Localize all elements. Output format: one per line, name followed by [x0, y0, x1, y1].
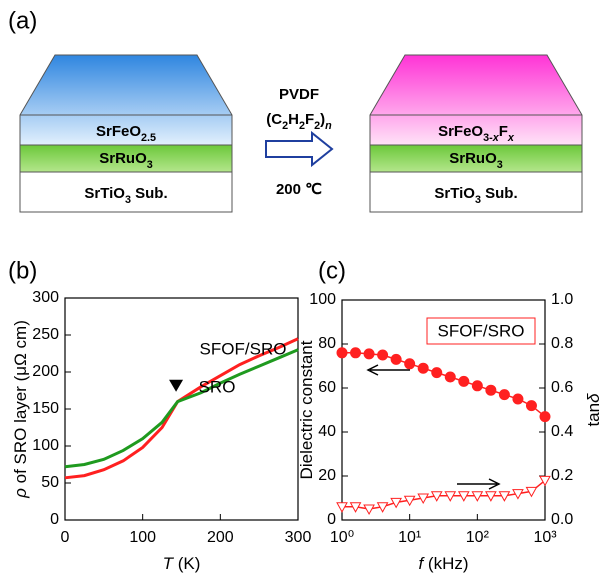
- panel-label: (b): [8, 257, 37, 284]
- y-tick-label: 80: [318, 335, 336, 352]
- y-tick-label: 40: [318, 423, 336, 440]
- data-point: [364, 505, 374, 514]
- y-axis-label: ρ of SRO layer (μΩ cm): [11, 320, 30, 499]
- process-arrow: [266, 133, 332, 165]
- figure: (a)(b)(c)SrFeO2.5SrRuO3SrTiO3 Sub.SrFeO3…: [0, 0, 608, 575]
- y2-tick-label: 0.2: [551, 467, 573, 484]
- text-part: (K): [173, 554, 200, 573]
- data-point: [486, 385, 496, 395]
- y-tick-label: 250: [32, 326, 59, 343]
- text-part: x: [507, 132, 515, 144]
- data-point: [540, 412, 550, 422]
- text-part: Sub.: [481, 185, 518, 202]
- y-tick-label: 0: [50, 511, 59, 528]
- text-part: Dielectric constant: [297, 340, 316, 479]
- y-tick-label: 60: [318, 379, 336, 396]
- panel-label: (c): [318, 257, 346, 284]
- transition-marker: [169, 380, 183, 392]
- data-point: [526, 401, 536, 411]
- x-tick-label: 10³: [533, 529, 557, 546]
- text-part: n: [325, 120, 332, 132]
- text-part: 3: [147, 159, 153, 171]
- y2-tick-label: 0.6: [551, 379, 573, 396]
- x-axis-label: T (K): [163, 554, 201, 573]
- data-point: [432, 368, 442, 378]
- x-tick-label: 10²: [466, 529, 490, 546]
- y-tick-label: 100: [309, 291, 336, 308]
- text-part: δ: [584, 393, 603, 403]
- legend-label: SFOF/SRO: [438, 321, 525, 340]
- x-axis-label: f (kHz): [418, 554, 468, 573]
- text-part: SrTiO: [434, 185, 475, 202]
- series-line: [65, 350, 298, 467]
- text-part: SrFeO: [96, 123, 141, 140]
- text-part: SrTiO: [84, 185, 125, 202]
- text-part: 2.5: [141, 132, 156, 144]
- y-tick-label: 20: [318, 467, 336, 484]
- text-part: (kHz): [423, 554, 468, 573]
- x-tick-label: 10⁰: [330, 529, 354, 546]
- reagent-label: PVDF: [279, 86, 319, 103]
- y-tick-label: 100: [32, 437, 59, 454]
- data-point: [351, 348, 361, 358]
- text-part: 3-: [483, 132, 493, 144]
- data-point: [472, 381, 482, 391]
- y-tick-label: 200: [32, 363, 59, 380]
- text-part: of SRO layer (μΩ cm): [11, 320, 30, 488]
- x-tick-label: 0: [61, 529, 70, 546]
- data-point: [445, 372, 455, 382]
- axis-arrow: [368, 365, 410, 375]
- text-part: tan: [584, 403, 603, 427]
- text-part: H: [288, 111, 299, 128]
- data-point: [378, 350, 388, 360]
- text-part: Sub.: [131, 185, 168, 202]
- data-point: [459, 376, 469, 386]
- data-point: [364, 349, 374, 359]
- y-tick-label: 0: [327, 511, 336, 528]
- y2-tick-label: 0.0: [551, 511, 573, 528]
- text-part: (C: [266, 111, 282, 128]
- series-label: SRO: [199, 377, 236, 396]
- y2-tick-label: 0.8: [551, 335, 573, 352]
- x-tick-label: 300: [285, 529, 312, 546]
- text-part: F: [305, 111, 314, 128]
- text-part: F: [499, 123, 508, 140]
- formula-label: (C2H2F2)n: [266, 111, 332, 132]
- text-part: SrRuO: [99, 150, 147, 167]
- data-point: [391, 354, 401, 364]
- series-line: [65, 339, 298, 478]
- axis-arrow: [457, 479, 499, 489]
- substrate: [20, 172, 232, 212]
- y-axis-label: Dielectric constant: [297, 340, 316, 479]
- x-tick-label: 10¹: [398, 529, 421, 546]
- panel-label: (a): [8, 7, 37, 34]
- x-tick-label: 100: [129, 529, 156, 546]
- y2-tick-label: 1.0: [551, 291, 573, 308]
- y2-tick-label: 0.4: [551, 423, 573, 440]
- y-tick-label: 50: [41, 474, 59, 491]
- text-part: ρ: [11, 488, 30, 499]
- temperature-label: 200 ℃: [276, 181, 322, 198]
- text-part: 3: [497, 159, 503, 171]
- y2-axis-label: tanδ: [584, 393, 603, 427]
- text-part: SrRuO: [449, 150, 497, 167]
- substrate: [370, 172, 582, 212]
- y-tick-label: 300: [32, 289, 59, 306]
- data-point: [418, 363, 428, 373]
- y-tick-label: 150: [32, 400, 59, 417]
- data-point: [337, 348, 347, 358]
- data-point: [513, 394, 523, 404]
- data-point: [405, 359, 415, 369]
- series-line: [342, 353, 545, 417]
- x-tick-label: 200: [207, 529, 234, 546]
- plot-frame: [65, 298, 298, 520]
- data-point: [499, 390, 509, 400]
- series-label: SFOF/SRO: [200, 339, 287, 358]
- text-part: SrFeO: [438, 123, 483, 140]
